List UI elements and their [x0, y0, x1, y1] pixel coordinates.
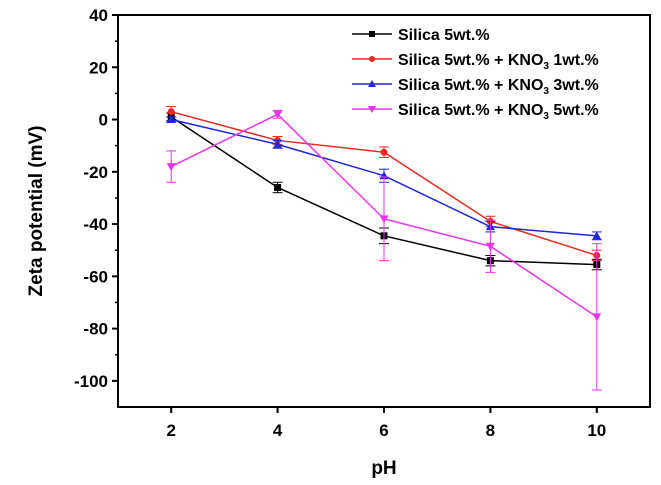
data-point: [369, 31, 375, 37]
y-tick-label: -20: [83, 163, 108, 182]
legend-label: Silica 5wt.%: [398, 27, 490, 44]
x-tick-label: 10: [587, 421, 606, 440]
data-point: [368, 80, 376, 87]
data-point: [592, 313, 602, 322]
legend-item: Silica 5wt.%: [352, 27, 490, 44]
y-tick-label: -60: [83, 267, 108, 286]
x-axis: 2 4 6 8 10: [166, 407, 606, 440]
y-tick-label: -80: [83, 320, 108, 339]
x-tick-label: 8: [486, 421, 495, 440]
x-tick-label: 2: [166, 421, 175, 440]
x-axis-title: pH: [371, 458, 396, 479]
data-point: [485, 242, 495, 251]
legend-label: Silica 5wt.% + KNO3 1wt.%: [398, 52, 599, 72]
legend: Silica 5wt.% Silica 5wt.% + KNO3 1wt.% Sil…: [352, 27, 599, 122]
legend-label: Silica 5wt.% + KNO3 5wt.%: [398, 102, 599, 122]
x-tick-label: 4: [273, 421, 283, 440]
y-axis-title: Zeta potential (mV): [26, 125, 47, 296]
y-tick-label: -40: [83, 215, 108, 234]
y-axis: 40 20 0 -20 -40 -60 -80 -100: [74, 6, 118, 391]
series-3: [166, 115, 602, 241]
data-point: [274, 183, 282, 191]
x-tick-label: 6: [379, 421, 388, 440]
data-point: [273, 139, 283, 148]
y-tick-label: -100: [74, 372, 108, 391]
y-tick-label: 40: [89, 6, 108, 25]
series-4: [166, 109, 602, 391]
data-point: [167, 108, 175, 116]
data-point: [380, 148, 388, 156]
data-point: [166, 163, 176, 172]
y-tick-label: 0: [99, 111, 108, 130]
data-point: [166, 115, 176, 124]
legend-item: Silica 5wt.% + KNO3 1wt.%: [352, 52, 599, 72]
legend-item: Silica 5wt.% + KNO3 5wt.%: [352, 102, 599, 122]
data-point: [592, 231, 602, 240]
data-point: [369, 56, 375, 62]
legend-label: Silica 5wt.% + KNO3 3wt.%: [398, 77, 599, 97]
legend-item: Silica 5wt.% + KNO3 3wt.%: [352, 77, 599, 97]
y-tick-label: 20: [89, 58, 108, 77]
data-point: [273, 110, 283, 119]
series-layer: [166, 105, 602, 391]
data-point: [368, 106, 376, 113]
data-point: [379, 215, 389, 224]
